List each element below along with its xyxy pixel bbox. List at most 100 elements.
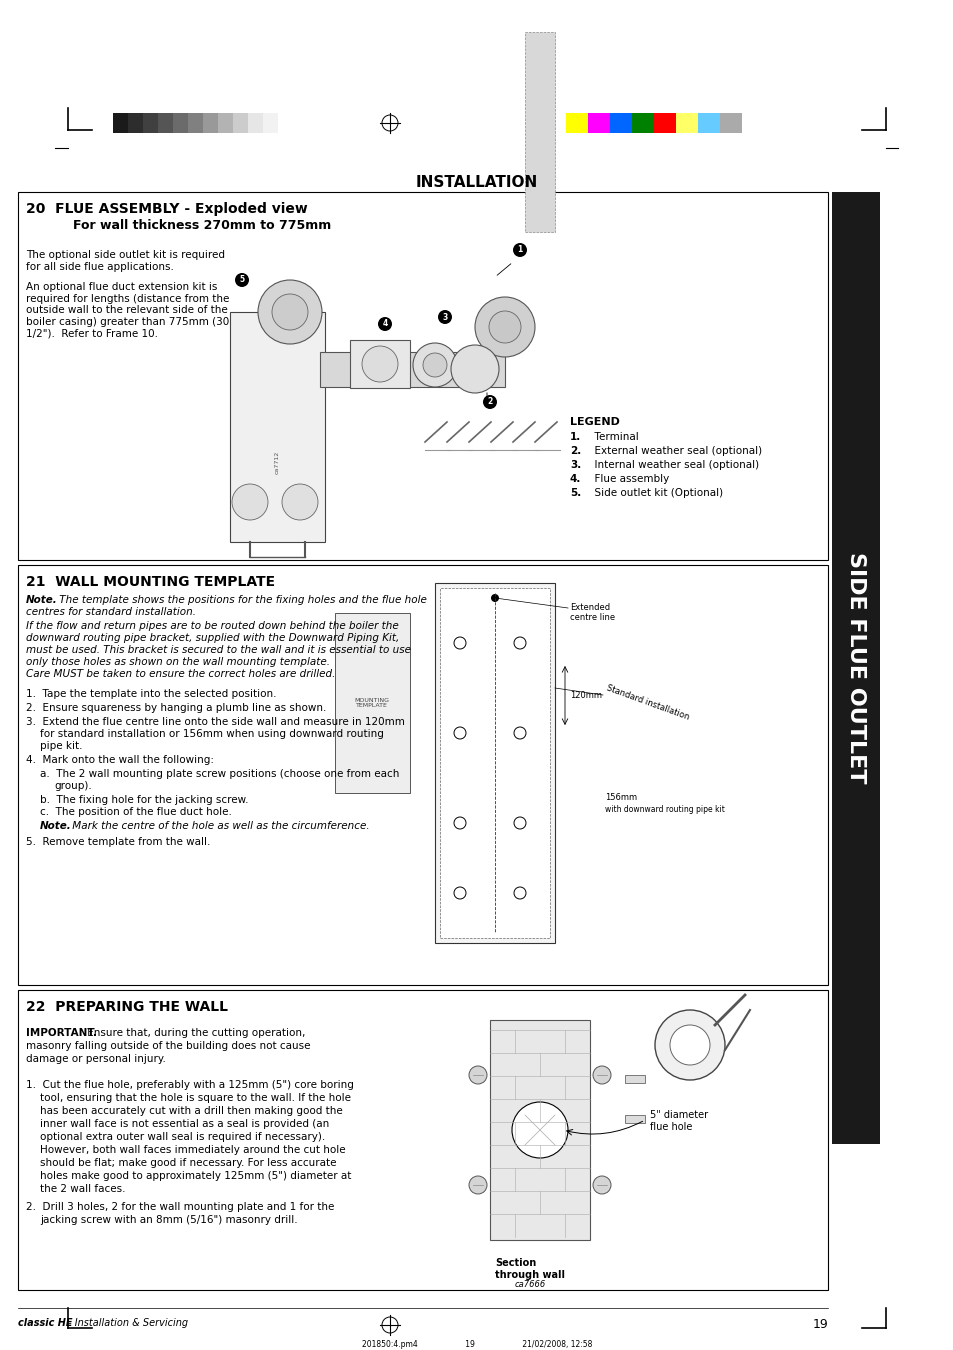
Text: c.  The position of the flue duct hole.: c. The position of the flue duct hole. xyxy=(40,807,232,817)
Text: - Installation & Servicing: - Installation & Servicing xyxy=(65,1318,188,1328)
Text: If the flow and return pipes are to be routed down behind the boiler the: If the flow and return pipes are to be r… xyxy=(26,621,398,630)
Text: 3.: 3. xyxy=(569,460,580,470)
Circle shape xyxy=(451,346,498,393)
Bar xyxy=(230,312,325,541)
Text: has been accurately cut with a drill then making good the: has been accurately cut with a drill the… xyxy=(40,1106,342,1116)
Bar xyxy=(18,990,827,1291)
Text: masonry falling outside of the building does not cause: masonry falling outside of the building … xyxy=(26,1041,310,1052)
Bar xyxy=(831,192,879,1143)
Bar xyxy=(188,113,203,134)
Circle shape xyxy=(377,317,392,331)
Text: Note.: Note. xyxy=(26,595,58,605)
Circle shape xyxy=(669,1025,709,1065)
Circle shape xyxy=(514,817,525,829)
Text: 5.  Remove template from the wall.: 5. Remove template from the wall. xyxy=(26,837,211,846)
Text: 3.  Extend the flue centre line onto the side wall and measure in 120mm: 3. Extend the flue centre line onto the … xyxy=(26,717,404,728)
Text: holes make good to approximately 125mm (5") diameter at: holes make good to approximately 125mm (… xyxy=(40,1170,351,1181)
Bar xyxy=(18,566,827,986)
Text: b.  The fixing hole for the jacking screw.: b. The fixing hole for the jacking screw… xyxy=(40,795,248,805)
Text: optional extra outer wall seal is required if necessary).: optional extra outer wall seal is requir… xyxy=(40,1133,325,1142)
Bar xyxy=(439,589,550,938)
Text: LEGEND: LEGEND xyxy=(569,417,619,427)
Circle shape xyxy=(454,887,465,899)
Circle shape xyxy=(593,1066,610,1084)
Text: must be used. This bracket is secured to the wall and it is essential to use: must be used. This bracket is secured to… xyxy=(26,645,411,655)
Text: 120mm: 120mm xyxy=(569,690,601,699)
Bar xyxy=(350,340,410,387)
Circle shape xyxy=(232,485,268,520)
Text: 4.  Mark onto the wall the following:: 4. Mark onto the wall the following: xyxy=(26,755,213,765)
Text: Section
through wall: Section through wall xyxy=(495,1258,564,1280)
Text: downward routing pipe bracket, supplied with the Downward Piping Kit,: downward routing pipe bracket, supplied … xyxy=(26,633,399,643)
Text: External weather seal (optional): External weather seal (optional) xyxy=(587,446,761,456)
Text: 20  FLUE ASSEMBLY - Exploded view: 20 FLUE ASSEMBLY - Exploded view xyxy=(26,202,308,216)
Circle shape xyxy=(512,1102,567,1158)
Text: Note.: Note. xyxy=(40,821,71,832)
Circle shape xyxy=(454,637,465,649)
Circle shape xyxy=(482,396,497,409)
Bar xyxy=(609,113,631,134)
Text: centres for standard installation.: centres for standard installation. xyxy=(26,608,195,617)
Bar xyxy=(490,1021,589,1241)
Text: should be flat; make good if necessary. For less accurate: should be flat; make good if necessary. … xyxy=(40,1158,336,1168)
Text: 2.: 2. xyxy=(569,446,580,456)
Text: 3: 3 xyxy=(442,312,447,321)
Bar xyxy=(720,113,741,134)
Text: 2.  Ensure squareness by hanging a plumb line as shown.: 2. Ensure squareness by hanging a plumb … xyxy=(26,703,326,713)
Text: a.  The 2 wall mounting plate screw positions (choose one from each: a. The 2 wall mounting plate screw posit… xyxy=(40,769,399,779)
Text: Extended
centre line: Extended centre line xyxy=(569,603,615,622)
Bar xyxy=(587,113,609,134)
Circle shape xyxy=(413,343,456,387)
Text: 2.  Drill 3 holes, 2 for the wall mounting plate and 1 for the: 2. Drill 3 holes, 2 for the wall mountin… xyxy=(26,1202,334,1212)
Text: 5.: 5. xyxy=(569,487,580,498)
Circle shape xyxy=(514,637,525,649)
Bar xyxy=(631,113,654,134)
Bar xyxy=(698,113,720,134)
Circle shape xyxy=(282,485,317,520)
Circle shape xyxy=(454,817,465,829)
Circle shape xyxy=(257,279,322,344)
Text: 4.: 4. xyxy=(569,474,580,485)
Text: 1.  Cut the flue hole, preferably with a 125mm (5") core boring: 1. Cut the flue hole, preferably with a … xyxy=(26,1080,354,1089)
Bar xyxy=(248,113,263,134)
Text: The optional side outlet kit is required
for all side flue applications.: The optional side outlet kit is required… xyxy=(26,250,225,271)
Text: 21  WALL MOUNTING TEMPLATE: 21 WALL MOUNTING TEMPLATE xyxy=(26,575,274,589)
Circle shape xyxy=(454,728,465,738)
Text: MOUNTING
TEMPLATE: MOUNTING TEMPLATE xyxy=(355,698,389,709)
Bar xyxy=(233,113,248,134)
Bar xyxy=(624,1115,644,1123)
Text: The template shows the positions for the fixing holes and the flue hole: The template shows the positions for the… xyxy=(56,595,426,605)
Text: IMPORTANT.: IMPORTANT. xyxy=(26,1027,97,1038)
Text: 19: 19 xyxy=(811,1318,827,1331)
Text: 22  PREPARING THE WALL: 22 PREPARING THE WALL xyxy=(26,1000,228,1014)
Bar xyxy=(335,613,410,792)
Bar xyxy=(654,113,676,134)
Text: Internal weather seal (optional): Internal weather seal (optional) xyxy=(587,460,759,470)
Bar xyxy=(158,113,172,134)
Bar xyxy=(218,113,233,134)
Bar xyxy=(319,352,504,387)
Circle shape xyxy=(469,1066,486,1084)
Circle shape xyxy=(272,294,308,329)
Text: SIDE FLUE OUTLET: SIDE FLUE OUTLET xyxy=(845,552,865,784)
Bar xyxy=(624,1075,644,1083)
Bar xyxy=(203,113,218,134)
Circle shape xyxy=(234,273,249,288)
Text: 4: 4 xyxy=(382,320,387,328)
Circle shape xyxy=(422,352,447,377)
Circle shape xyxy=(437,310,452,324)
Text: with downward routing pipe kit: with downward routing pipe kit xyxy=(604,805,724,814)
Text: Terminal: Terminal xyxy=(587,432,639,441)
Text: group).: group). xyxy=(54,782,91,791)
Text: Side outlet kit (Optional): Side outlet kit (Optional) xyxy=(587,487,722,498)
Text: Flue assembly: Flue assembly xyxy=(587,474,669,485)
Text: For wall thickness 270mm to 775mm: For wall thickness 270mm to 775mm xyxy=(73,219,331,232)
Text: damage or personal injury.: damage or personal injury. xyxy=(26,1054,166,1064)
Text: Mark the centre of the hole as well as the circumference.: Mark the centre of the hole as well as t… xyxy=(69,821,369,832)
Circle shape xyxy=(514,728,525,738)
Bar xyxy=(18,192,827,560)
Bar xyxy=(143,113,158,134)
Circle shape xyxy=(491,594,498,602)
Text: inner wall face is not essential as a seal is provided (an: inner wall face is not essential as a se… xyxy=(40,1119,329,1129)
Circle shape xyxy=(513,243,526,256)
